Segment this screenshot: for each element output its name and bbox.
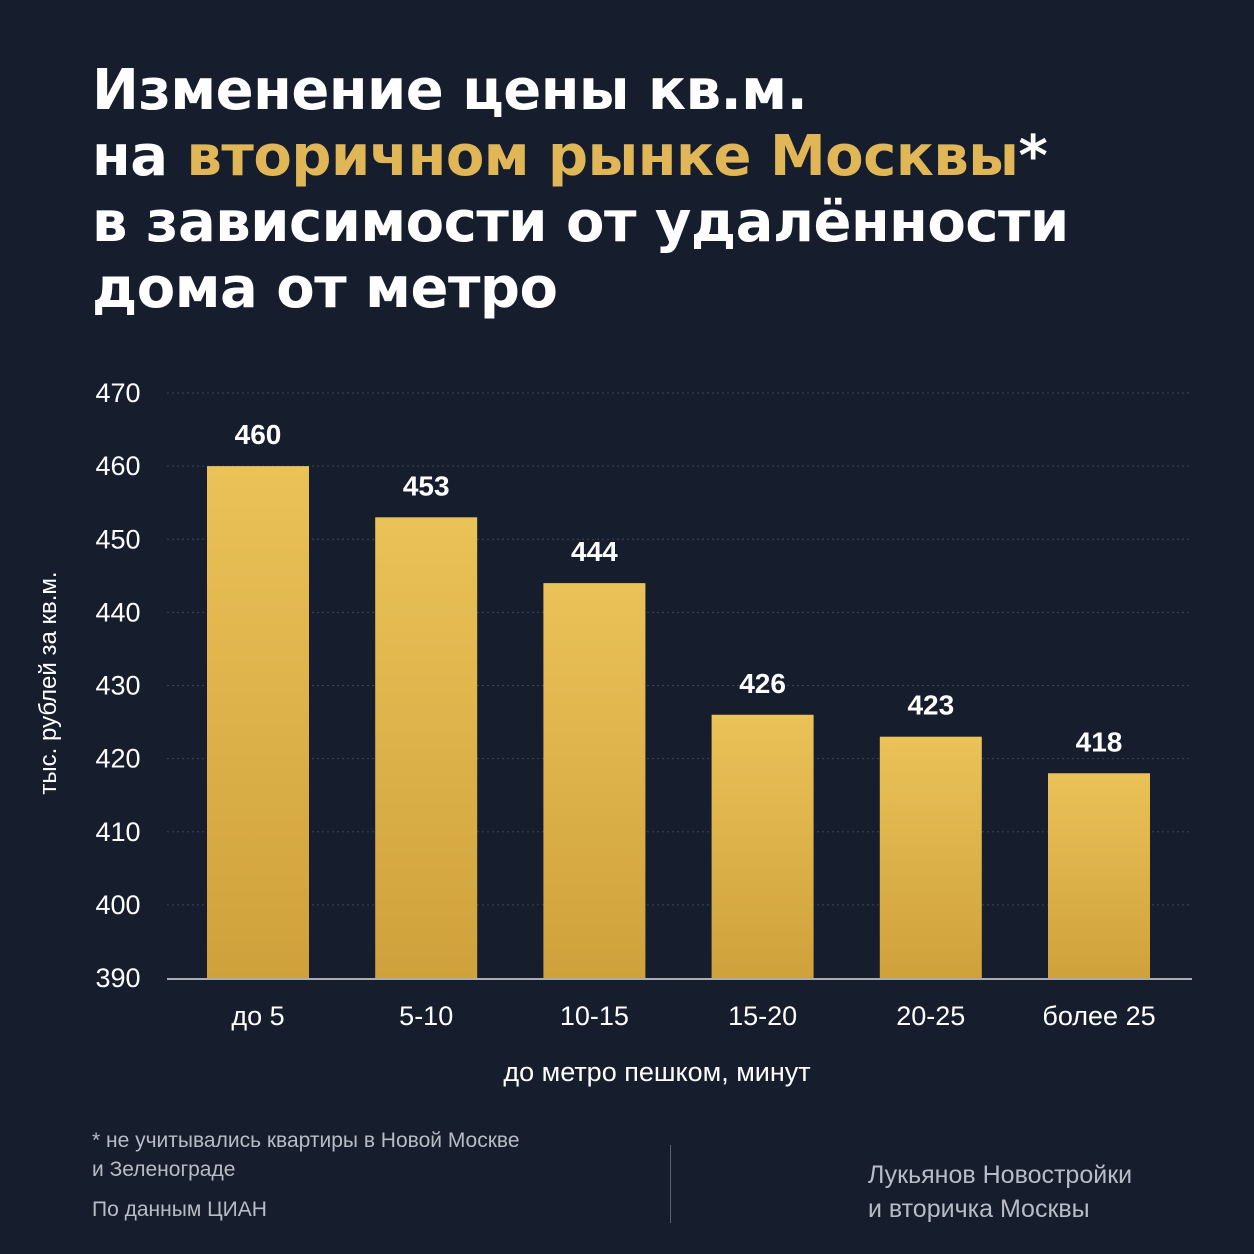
- x-axis-label: до метро пешком, минут: [503, 1057, 810, 1087]
- y-tick-label: 430: [95, 671, 140, 701]
- data-labels: 460 453 444 426 423 418: [235, 419, 1123, 757]
- x-tick-label: 20-25: [896, 1001, 965, 1031]
- footer-divider: [670, 1145, 671, 1223]
- gridlines: [167, 392, 1192, 906]
- bars: [207, 466, 1150, 978]
- y-tick-label: 440: [95, 597, 140, 627]
- bar: [375, 517, 478, 978]
- y-tick-label: 470: [95, 378, 140, 408]
- title-line-4: дома от метро: [92, 256, 558, 321]
- x-tick-label: более 25: [1042, 1001, 1155, 1031]
- x-tick-label: до 5: [231, 1001, 284, 1031]
- y-tick-label: 420: [95, 744, 140, 774]
- data-label: 444: [571, 536, 618, 567]
- title-line-2-prefix: на: [92, 124, 187, 189]
- footnote-line-1: * не учитывались квартиры в Новой Москве: [92, 1129, 520, 1152]
- title-asterisk: *: [1018, 124, 1048, 189]
- bar: [711, 714, 814, 978]
- title-line-2: на вторичном рынке Москвы*: [92, 124, 1192, 190]
- y-tick-label: 410: [95, 817, 140, 847]
- data-label: 460: [235, 419, 282, 450]
- y-tick-label: 460: [95, 451, 140, 481]
- x-axis-ticks: до 5 5-10 10-15 15-20 20-25 более 25: [231, 1001, 1155, 1031]
- title-line-1: Изменение цены кв.м.: [92, 58, 808, 123]
- title-line-3: в зависимости от удалённости: [92, 190, 1069, 255]
- y-tick-label: 450: [95, 524, 140, 554]
- y-axis-label: тыс. рублей за кв.м.: [35, 571, 62, 794]
- title-accent: вторичном рынке Москвы: [186, 124, 1019, 189]
- bar: [207, 466, 309, 978]
- data-label: 423: [907, 690, 954, 721]
- y-axis-ticks: 390 400 410 420 430 440 450 460 470: [95, 378, 140, 993]
- data-label: 453: [403, 470, 450, 501]
- data-label: 418: [1076, 726, 1123, 757]
- bar: [879, 736, 982, 978]
- bar: [1048, 773, 1150, 978]
- brand-name: Лукьянов Новостройки и вторичка Москвы: [868, 1158, 1208, 1226]
- bar-chart: 390 400 410 420 430 440 450 460 470 460 453 444 426…: [35, 378, 1192, 1087]
- x-tick-label: 10-15: [560, 1001, 629, 1031]
- data-source: По данным ЦИАН: [92, 1198, 267, 1221]
- bar: [543, 583, 646, 978]
- x-tick-label: 5-10: [399, 1001, 453, 1031]
- brand-line-2: и вторичка Москвы: [868, 1195, 1090, 1223]
- x-tick-label: 15-20: [728, 1001, 797, 1031]
- footnote-line-2: и Зеленограде: [92, 1158, 236, 1181]
- y-tick-label: 390: [95, 963, 140, 993]
- data-label: 426: [739, 668, 786, 699]
- y-tick-label: 400: [95, 890, 140, 920]
- chart-title: Изменение цены кв.м. на вторичном рынке …: [92, 58, 1192, 322]
- brand-line-1: Лукьянов Новостройки: [868, 1161, 1133, 1189]
- footnote: * не учитывались квартиры в Новой Москве…: [92, 1126, 612, 1184]
